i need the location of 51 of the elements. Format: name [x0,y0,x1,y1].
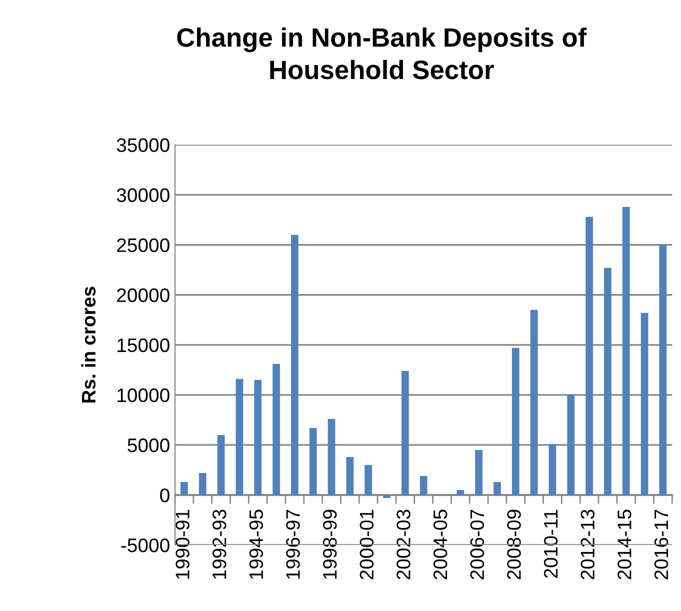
bar [291,234,298,495]
chart-title: Change in Non-Bank Deposits of Household Sector [177,27,587,80]
x-tick-label: 1992-93 [212,510,226,579]
bar [604,268,612,495]
bar [272,364,280,495]
bar [512,348,520,495]
y-tick-label: 10000 [118,388,170,402]
bar [364,464,372,495]
bar [254,380,262,495]
bar [586,216,593,495]
y-tick-label: 5000 [128,438,170,452]
x-tick-label: 2012-13 [580,510,595,580]
bar [401,370,409,495]
bar [494,482,501,495]
bar [217,434,225,495]
bar [346,456,354,495]
y-axis-title: Rs. in crores [81,286,96,403]
y-tick-label: 20000 [117,288,170,302]
bar [640,312,648,495]
x-tick-label: 2006-07 [470,510,484,580]
x-tick-label: 2002-03 [396,510,410,580]
x-tick-label: 2016-17 [654,510,668,580]
bar [622,206,630,495]
bar [236,378,244,495]
bar [328,418,336,495]
y-tick-label: 30000 [116,188,170,202]
bar [180,482,188,495]
bar [659,244,667,495]
y-tick-label: 35000 [116,138,170,152]
y-tick-label: -5000 [121,538,170,552]
x-tick-label: 2014-15 [618,510,632,580]
x-tick-label: 2004-05 [433,510,448,580]
bar [475,450,482,495]
y-tick-label: 15000 [118,338,170,352]
y-tick-label: 25000 [117,238,170,252]
x-tick-label: 1994-95 [249,510,264,579]
bar [309,428,317,495]
bar [530,310,538,495]
bar [456,490,464,495]
bar [567,394,575,495]
bar [198,472,206,495]
y-tick-label: 0 [160,488,170,502]
x-tick-label: 2010-11 [544,510,558,578]
x-tick-label: 1990-91 [176,510,190,579]
bar [420,476,428,495]
x-tick-label: 2008-09 [507,510,521,580]
bar [383,494,390,498]
x-tick-label: 2000-01 [360,510,374,580]
x-tick-label: 1998-99 [322,510,337,579]
bar [548,444,556,495]
x-tick-label: 1996-97 [286,510,300,579]
